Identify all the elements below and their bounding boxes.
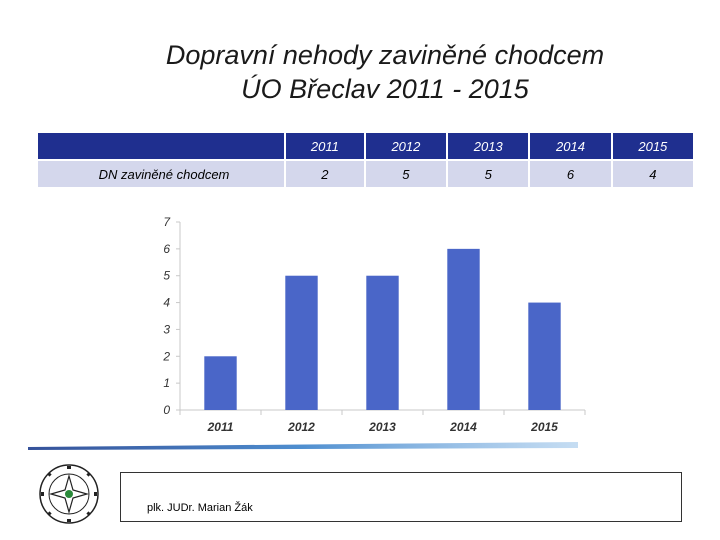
table-cell: 4 xyxy=(612,159,695,187)
table-cell: 5 xyxy=(365,159,449,187)
bar xyxy=(528,302,561,410)
police-badge-icon xyxy=(39,464,99,524)
table-corner-cell xyxy=(38,133,286,159)
bar-chart: 0 1 2 3 4 5 6 7 2011 2012 2013 2014 2015 xyxy=(162,215,586,434)
table-header-cell: 2015 xyxy=(612,133,695,159)
y-tick-label: 7 xyxy=(163,215,171,229)
x-tick-label: 2012 xyxy=(287,420,315,434)
table-row-label: DN zaviněné chodcem xyxy=(38,159,286,187)
y-tick-label: 6 xyxy=(163,242,170,256)
y-tick-label: 1 xyxy=(163,376,170,390)
slide-title: Dopravní nehody zaviněné chodcem ÚO Břec… xyxy=(0,38,720,106)
title-line-1: Dopravní nehody zaviněné chodcem xyxy=(165,40,605,70)
table-header-cell: 2013 xyxy=(448,133,531,159)
data-table: 2011 2012 2013 2014 2015 DN zaviněné cho… xyxy=(38,133,695,187)
table-row: DN zaviněné chodcem 2 5 5 6 4 xyxy=(38,159,695,187)
y-tick-label: 3 xyxy=(163,322,170,336)
table-cell: 5 xyxy=(448,159,531,187)
bar xyxy=(204,356,237,410)
x-tick-label: 2013 xyxy=(368,420,396,434)
table-header-cell: 2012 xyxy=(365,133,449,159)
table-header-cell: 2011 xyxy=(286,133,366,159)
x-tick-label: 2011 xyxy=(207,420,234,434)
y-tick-label: 2 xyxy=(162,349,170,363)
footer-author: plk. JUDr. Marian Žák xyxy=(147,502,253,514)
decorative-stripe xyxy=(28,442,578,450)
table-header-row: 2011 2012 2013 2014 2015 xyxy=(38,133,695,159)
y-tick-label: 5 xyxy=(163,269,170,283)
bar xyxy=(366,275,399,410)
x-tick-label: 2015 xyxy=(530,420,558,434)
y-tick-label: 0 xyxy=(163,403,170,417)
table-cell: 6 xyxy=(530,159,613,187)
y-tick-label: 4 xyxy=(163,296,170,310)
footer-box: plk. JUDr. Marian Žák xyxy=(120,472,682,522)
title-line-2: ÚO Břeclav 2011 - 2015 xyxy=(241,74,529,104)
bar xyxy=(447,248,480,410)
x-tick-label: 2014 xyxy=(449,420,477,434)
table-cell: 2 xyxy=(286,159,366,187)
table-header-cell: 2014 xyxy=(530,133,613,159)
bar xyxy=(285,275,318,410)
